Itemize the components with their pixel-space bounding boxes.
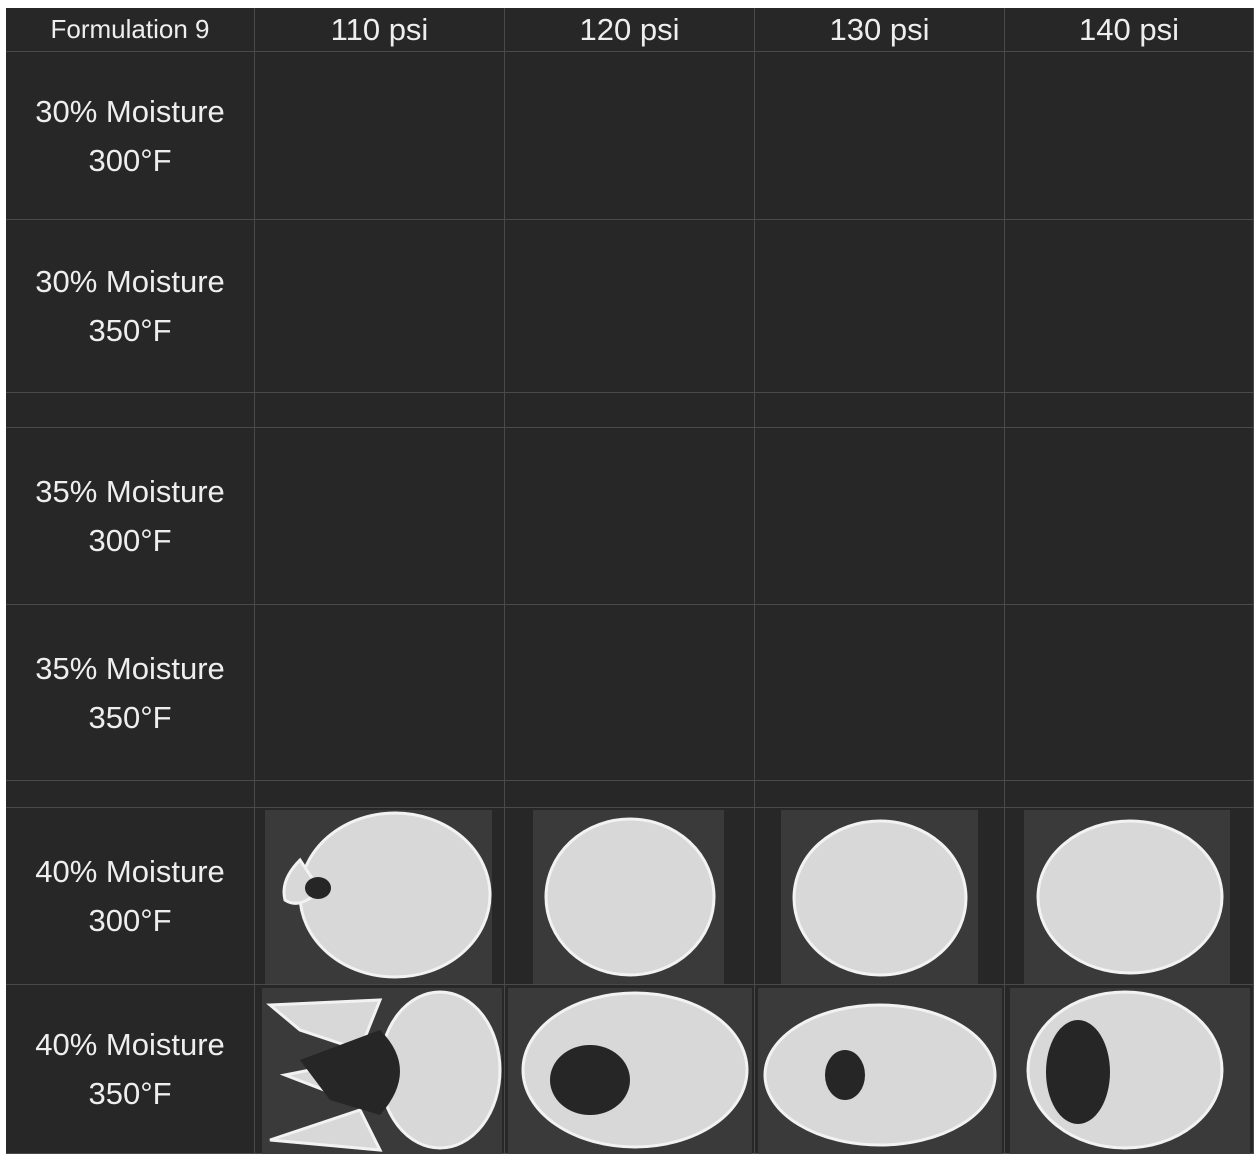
spacer-cell <box>6 393 255 428</box>
sample-cell <box>255 428 505 605</box>
row-label: 40% Moisture 300°F <box>6 808 255 985</box>
sample-cell <box>755 605 1005 781</box>
temperature: 350°F <box>88 1076 172 1111</box>
header-text: 120 psi <box>579 11 680 47</box>
header-text: 130 psi <box>829 11 930 47</box>
moisture: 40% Moisture <box>35 854 225 889</box>
header-cell: 110 psi <box>255 8 505 52</box>
header-text: Formulation 9 <box>50 14 210 44</box>
header-cell: 140 psi <box>1005 8 1254 52</box>
row-label: 30% Moisture 350°F <box>6 220 255 393</box>
header-cell: 120 psi <box>505 8 755 52</box>
sample-cell <box>505 52 755 220</box>
sample-cell <box>255 52 505 220</box>
sample-cell <box>755 428 1005 605</box>
sample-cell <box>255 808 505 985</box>
row-label: 35% Moisture 350°F <box>6 605 255 781</box>
sample-cell <box>755 52 1005 220</box>
temperature: 300°F <box>88 142 172 178</box>
sample-cell <box>505 428 755 605</box>
sample-cell <box>505 605 755 781</box>
header-cell: 130 psi <box>755 8 1005 52</box>
moisture: 30% Moisture <box>35 264 225 299</box>
moisture: 30% Moisture <box>35 93 225 129</box>
sample-cell <box>755 220 1005 393</box>
row-label: 35% Moisture 300°F <box>6 428 255 605</box>
samples <box>266 811 1224 1152</box>
temperature: 350°F <box>88 313 172 348</box>
spacer-cell <box>505 781 755 808</box>
sample-cell <box>505 220 755 393</box>
sample-cell <box>755 808 1005 985</box>
temperature: 350°F <box>88 699 172 735</box>
moisture: 40% Moisture <box>35 1027 225 1062</box>
sample-cell <box>255 605 505 781</box>
temperature: 300°F <box>88 523 172 558</box>
row-label: 40% Moisture 350°F <box>6 985 255 1154</box>
sample-cell <box>255 220 505 393</box>
spacer-cell <box>255 393 505 428</box>
moisture: 35% Moisture <box>35 474 225 509</box>
spacer-cell <box>255 781 505 808</box>
row-label: 30% Moisture 300°F <box>6 52 255 220</box>
sample-cell <box>505 808 755 985</box>
spacer-cell <box>6 781 255 808</box>
holes <box>300 877 1110 1124</box>
moisture: 35% Moisture <box>35 650 225 686</box>
header-text: 140 psi <box>1079 11 1179 47</box>
spacer-cell <box>755 781 1005 808</box>
spacer-cell <box>505 393 755 428</box>
spacer-cell <box>755 393 1005 428</box>
header-text: 110 psi <box>330 11 429 47</box>
header-cell: Formulation 9 <box>6 8 255 52</box>
temperature: 300°F <box>88 903 172 938</box>
